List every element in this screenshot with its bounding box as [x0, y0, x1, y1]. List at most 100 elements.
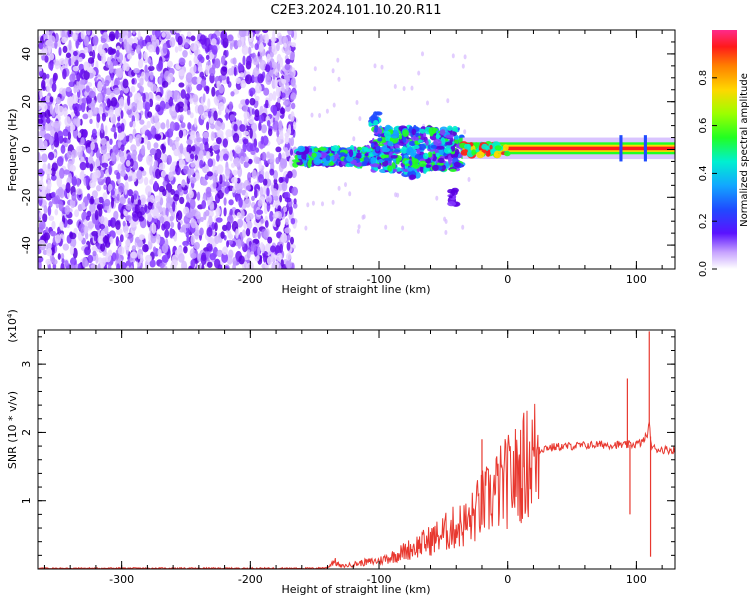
- spectrogram-noise-cell: [463, 129, 467, 135]
- spectrogram-noise-cell: [286, 234, 291, 241]
- spectrogram-noise-cell: [38, 139, 44, 149]
- spectrogram-noise-cell: [313, 66, 317, 72]
- spectrogram-band-cell: [405, 163, 410, 167]
- spectrogram-noise-cell: [249, 97, 256, 106]
- spectrogram-noise-cell: [211, 86, 216, 97]
- spectrogram-noise-cell: [65, 182, 71, 194]
- spectrogram-noise-cell: [94, 209, 99, 221]
- spectrogram-noise-cell: [159, 216, 165, 224]
- spectrogram-band-cell: [450, 144, 456, 152]
- spectrogram-noise-cell: [275, 146, 282, 153]
- spectrogram-noise-cell: [116, 45, 121, 52]
- spectrogram-content: [38, 30, 675, 269]
- spectrogram-noise-cell: [233, 157, 241, 168]
- spectrogram-noise-cell: [91, 128, 97, 137]
- spectrogram-noise-cell: [207, 158, 214, 168]
- spectrogram-noise-cell: [38, 104, 42, 110]
- spectrogram-noise-cell: [257, 231, 261, 239]
- spectrogram-noise-cell: [103, 184, 107, 190]
- spectrogram-noise-cell: [276, 252, 283, 262]
- spectrogram-noise-cell: [149, 148, 157, 156]
- spectrogram-noise-cell: [357, 224, 361, 230]
- spectrogram-noise-cell: [461, 63, 465, 69]
- spectrogram-noise-cell: [217, 94, 223, 101]
- spectrogram-band-cell: [419, 128, 426, 134]
- spectrogram-noise-cell: [259, 242, 264, 252]
- spectrogram-noise-cell: [179, 114, 184, 121]
- spectrogram-noise-cell: [238, 182, 245, 189]
- spectrogram-noise-cell: [220, 231, 225, 239]
- spectrogram-noise-cell: [55, 136, 59, 146]
- spectrogram-noise-cell: [186, 139, 193, 145]
- spectrogram-noise-cell: [155, 168, 161, 179]
- spectrogram-noise-cell: [85, 175, 89, 187]
- spectrogram-band-cell: [451, 188, 456, 196]
- spectrogram-noise-cell: [225, 49, 229, 58]
- spectrogram-noise-cell: [198, 263, 203, 269]
- spectrogram-noise-cell: [212, 63, 216, 70]
- spectrogram-noise-cell: [220, 122, 226, 130]
- spectrogram-noise-cell: [463, 54, 467, 60]
- spectrogram-noise-cell: [41, 153, 48, 163]
- spectrogram-band-cell: [427, 151, 433, 158]
- spectrogram-noise-cell: [124, 184, 128, 195]
- spectrogram-noise-cell: [109, 217, 117, 229]
- spectrogram-noise-cell: [167, 76, 171, 83]
- spectrogram-noise-cell: [249, 87, 256, 95]
- spectrogram-band-cell: [417, 143, 427, 151]
- spectrogram-noise-cell: [83, 129, 88, 139]
- spectrogram-noise-cell: [49, 62, 54, 72]
- spectrogram-noise-cell: [102, 192, 108, 200]
- spectrogram-noise-cell: [246, 249, 251, 259]
- spectrogram-noise-cell: [149, 259, 156, 268]
- spectrogram-noise-cell: [245, 98, 250, 106]
- spectrogram-noise-cell: [38, 226, 43, 234]
- spectrogram-noise-cell: [194, 154, 198, 161]
- spectrogram-noise-cell: [269, 155, 275, 165]
- spectrogram-noise-cell: [233, 123, 238, 132]
- spectrogram-noise-cell: [264, 33, 270, 44]
- spectrogram-noise-cell: [64, 116, 71, 127]
- spectrogram-band-cell: [406, 142, 410, 148]
- spectrogram-noise-cell: [59, 221, 64, 231]
- spectrogram-noise-cell: [203, 111, 209, 119]
- spectrogram-noise-cell: [96, 92, 103, 104]
- spectrogram-noise-cell: [160, 151, 166, 162]
- spectrogram-noise-cell: [75, 117, 81, 128]
- spectrogram-noise-cell: [41, 102, 48, 112]
- spectrogram-noise-cell: [38, 256, 44, 263]
- spectrogram-noise-cell: [159, 100, 166, 111]
- spectrogram-noise-cell: [269, 168, 275, 176]
- spectrogram-noise-cell: [195, 211, 201, 220]
- spectrogram-noise-cell: [190, 162, 196, 168]
- spectrogram-noise-cell: [232, 132, 240, 143]
- spectrogram-noise-cell: [190, 130, 197, 138]
- spectrogram-noise-cell: [238, 255, 245, 265]
- spectrogram-noise-cell: [209, 252, 216, 261]
- spectrogram-noise-cell: [206, 186, 212, 195]
- spectrogram-noise-cell: [100, 37, 107, 44]
- spectrogram-noise-cell: [207, 110, 212, 119]
- colorbar-tick-label: 0.4: [698, 165, 709, 181]
- spectrogram-noise-cell: [249, 143, 257, 152]
- spectrogram-noise-cell: [190, 218, 197, 229]
- spectrogram-noise-cell: [265, 99, 269, 109]
- spectrogram-noise-cell: [77, 132, 82, 139]
- spectrogram-noise-cell: [150, 83, 157, 92]
- spectrogram-noise-cell: [130, 50, 135, 56]
- spectrogram-band-cell: [452, 125, 458, 133]
- spectrogram-noise-cell: [181, 260, 188, 269]
- snr-frame: [37, 329, 676, 570]
- spectrogram-noise-cell: [189, 98, 193, 104]
- spectrogram-noise-cell: [248, 46, 252, 55]
- spectrogram-noise-cell: [72, 33, 77, 40]
- spectrogram-noise-cell: [304, 225, 308, 231]
- spectrogram-noise-cell: [237, 218, 244, 228]
- spectrogram-noise-cell: [79, 79, 86, 85]
- spectrogram-noise-cell: [127, 53, 132, 60]
- spectrogram-noise-cell: [179, 143, 184, 154]
- spectrogram-noise-cell: [284, 63, 291, 71]
- spectrogram-noise-cell: [95, 158, 100, 167]
- spectrogram-noise-cell: [281, 84, 285, 94]
